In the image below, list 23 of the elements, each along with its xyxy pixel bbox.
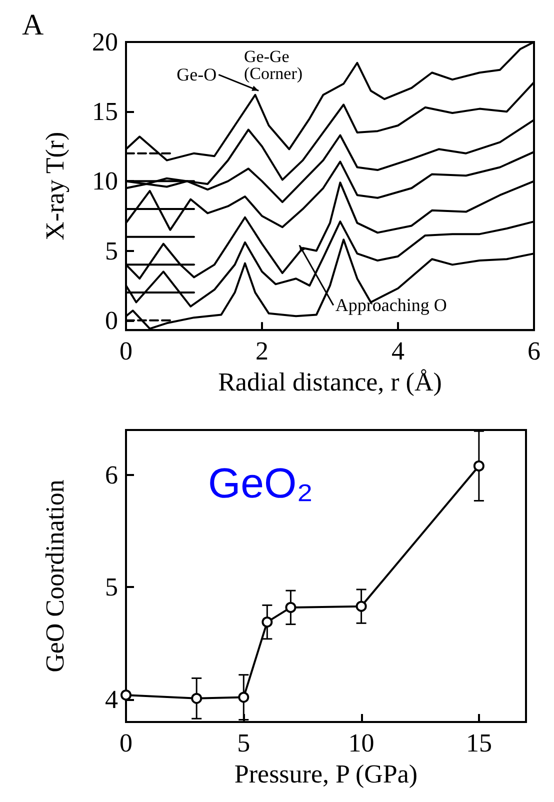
annotation: Approaching O — [335, 295, 447, 316]
y-axis-title: GeO Coordination — [40, 480, 70, 672]
y-tick-label: 10 — [92, 166, 118, 196]
y-tick-label: 15 — [92, 97, 118, 126]
x-tick-label: 4 — [392, 336, 404, 366]
x-tick-label: 15 — [466, 728, 492, 758]
x-tick-label: 6 — [528, 336, 540, 366]
y-tick-label: 20 — [92, 28, 118, 56]
x-tick-label: 2 — [256, 336, 268, 366]
y-tick-label: 0 — [105, 306, 118, 335]
annotation: GeO₂ — [208, 460, 313, 506]
x-axis-title: Pressure, P (GPa) — [234, 759, 418, 788]
y-axis-title: X-ray T(r) — [40, 132, 70, 240]
x-tick-label: 5 — [237, 728, 250, 758]
y-tick-label: 6 — [105, 460, 118, 490]
y-tick-label: 5 — [105, 572, 118, 602]
x-tick-label: 10 — [348, 728, 374, 758]
y-tick-label: 5 — [105, 236, 118, 266]
annotation: Ge-O — [176, 64, 217, 85]
x-axis-title: Radial distance, r (Å) — [218, 368, 442, 396]
annotation: Ge-Ge (Corner) — [244, 47, 303, 83]
y-tick-label: 4 — [105, 685, 118, 714]
text: A — [22, 8, 44, 42]
